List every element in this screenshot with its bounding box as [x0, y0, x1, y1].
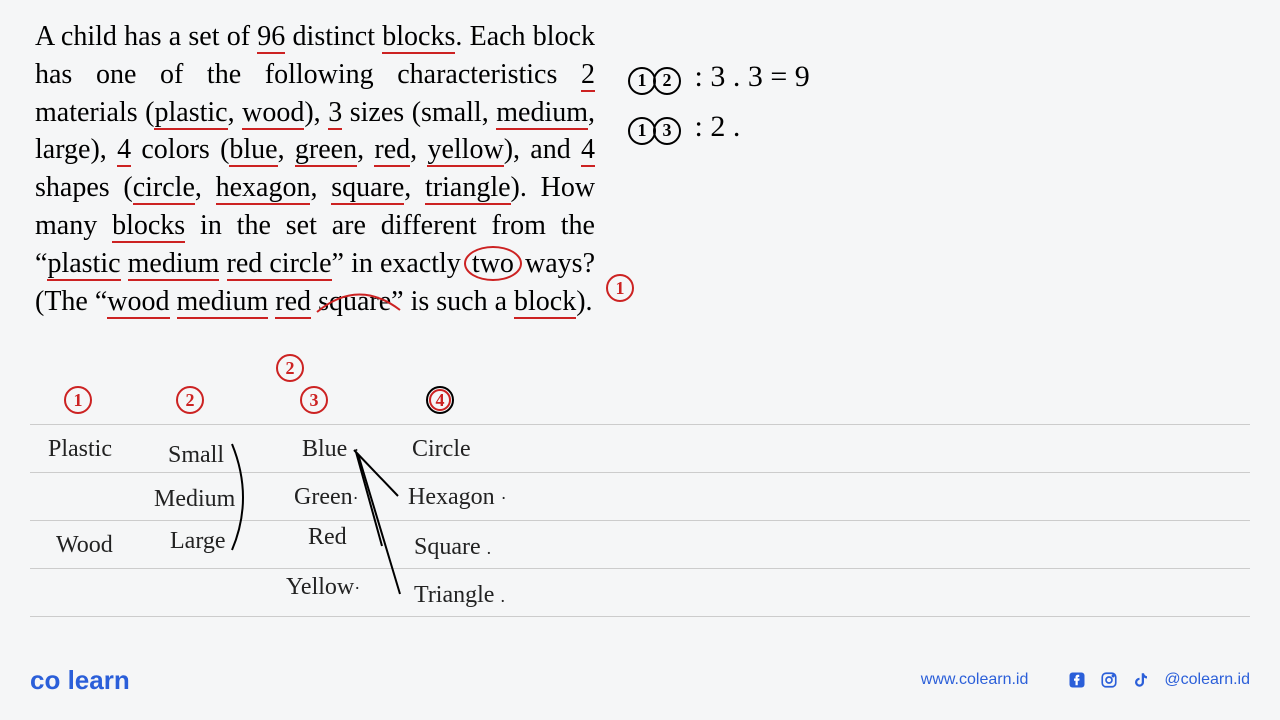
cell-shape-square: Square . [414, 534, 491, 561]
cell-color-yellow: Yellow· [286, 574, 360, 601]
handwritten-line-1: 12 : 3 . 3 = 9 [628, 60, 810, 95]
table-rule [30, 424, 1250, 425]
facebook-icon [1068, 671, 1086, 689]
cell-shape-hexagon: Hexagon · [408, 484, 507, 511]
margin-annotation-1: 1 [606, 274, 634, 302]
problem-text: A child has a set of 96 distinct blocks.… [35, 18, 595, 320]
instagram-icon [1100, 671, 1118, 689]
col-header-2: 2 [176, 386, 204, 414]
table-rule [30, 616, 1250, 617]
hand-curve-sizes [230, 442, 270, 554]
tiktok-icon [1132, 671, 1150, 689]
table-rule [30, 520, 1250, 521]
col-header-1: 1 [64, 386, 92, 414]
table-rule [30, 472, 1250, 473]
footer-right: www.colearn.id @colearn.id [921, 671, 1250, 689]
cell-color-red: Red [308, 524, 347, 551]
cell-color-blue: Blue · [302, 436, 359, 463]
cell-color-green: Green· [294, 484, 359, 511]
cell-material-plastic: Plastic [48, 436, 112, 463]
cell-shape-circle: Circle [412, 436, 471, 463]
logo: co learn [30, 665, 130, 696]
table-rule [30, 568, 1250, 569]
margin-annotation-2: 2 [276, 354, 304, 382]
cell-size-medium: Medium [154, 486, 235, 513]
footer-url: www.colearn.id [921, 671, 1029, 689]
handwritten-line-2: 13 : 2 . [628, 110, 740, 145]
cell-size-large: Large [170, 528, 226, 555]
col-header-3: 3 [300, 386, 328, 414]
footer: co learn www.colearn.id @colearn.id [30, 660, 1250, 700]
footer-handle: @colearn.id [1164, 671, 1250, 689]
cell-shape-triangle: Triangle . [414, 582, 505, 609]
col-header-4: 4 [426, 386, 454, 414]
cell-material-wood: Wood [56, 532, 113, 559]
cell-size-small: Small [168, 442, 224, 469]
